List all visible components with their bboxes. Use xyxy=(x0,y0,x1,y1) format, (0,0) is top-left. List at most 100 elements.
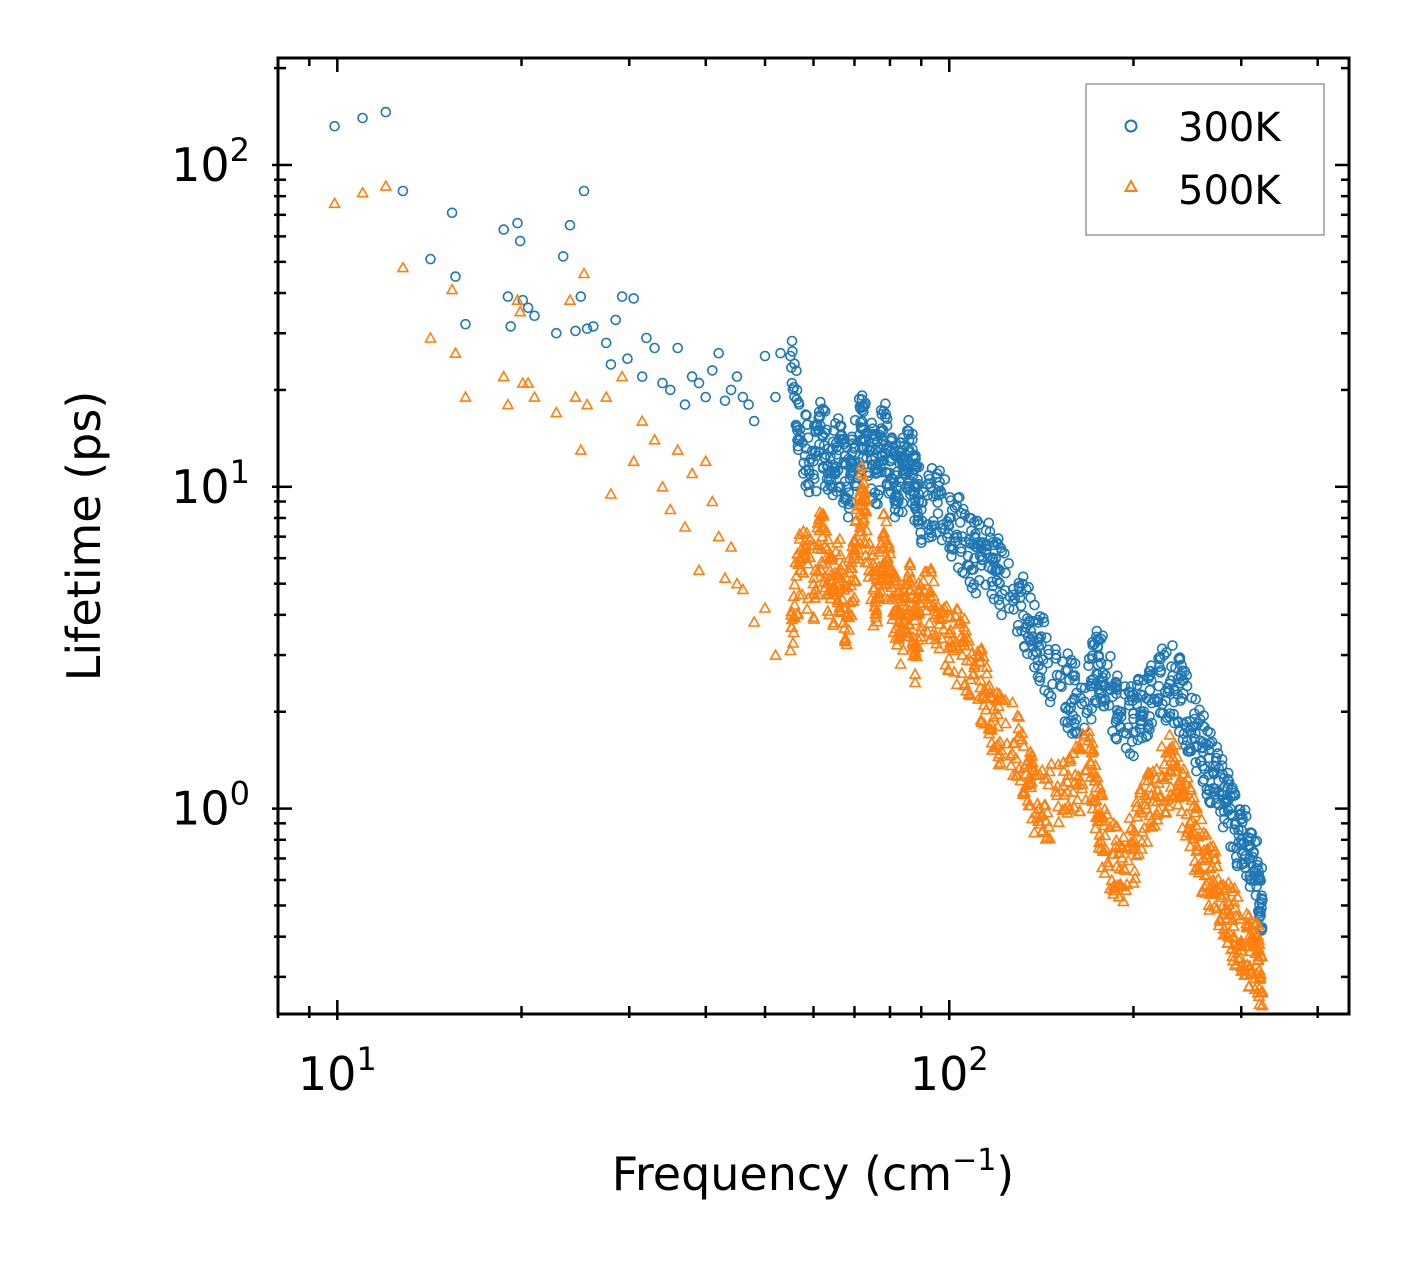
data-point-500k xyxy=(872,545,886,557)
data-point-500k xyxy=(563,293,577,306)
data-point-300k xyxy=(810,485,822,497)
data-point-300k xyxy=(1250,890,1262,901)
data-point-300k xyxy=(800,465,811,476)
data-point-500k xyxy=(1085,791,1098,803)
data-point-500k xyxy=(521,376,535,388)
data-point-300k xyxy=(1131,698,1143,710)
data-point-500k xyxy=(954,613,967,626)
data-point-300k xyxy=(922,519,934,530)
data-point-500k xyxy=(1190,839,1204,851)
data-point-500k xyxy=(923,616,936,629)
data-point-500k xyxy=(1185,813,1199,826)
data-point-500k xyxy=(1253,972,1267,984)
legend-label-300k: 300K xyxy=(1178,105,1282,151)
data-point-500k xyxy=(1027,826,1041,838)
data-point-500k xyxy=(1127,833,1141,845)
data-point-500k xyxy=(994,693,1008,706)
data-point-500k xyxy=(1035,807,1049,820)
data-point-300k xyxy=(1182,745,1193,757)
data-point-300k xyxy=(1198,774,1210,785)
data-point-500k xyxy=(926,627,939,640)
data-point-500k xyxy=(950,677,964,690)
data-point-500k xyxy=(1139,797,1152,810)
data-point-300k xyxy=(850,477,861,489)
data-point-500k xyxy=(833,548,847,560)
data-point-500k xyxy=(1106,847,1119,859)
data-point-300k xyxy=(917,497,928,508)
data-point-300k xyxy=(939,474,951,485)
data-point-300k xyxy=(994,564,1006,576)
data-point-500k xyxy=(1012,729,1025,742)
data-point-500k xyxy=(1128,871,1142,883)
data-point-500k xyxy=(1080,763,1094,775)
data-point-500k xyxy=(580,397,594,410)
data-point-500k xyxy=(1165,740,1179,752)
data-point-300k xyxy=(797,437,808,448)
data-point-500k xyxy=(833,569,846,581)
data-point-500k xyxy=(927,574,941,587)
data-point-300k xyxy=(522,302,534,314)
data-point-300k xyxy=(786,335,798,347)
data-point-500k xyxy=(1098,866,1112,878)
data-point-300k xyxy=(910,500,922,511)
data-point-500k xyxy=(1004,758,1018,771)
data-point-300k xyxy=(587,321,599,332)
data-point-500k xyxy=(1115,851,1129,863)
data-point-300k xyxy=(1167,640,1178,651)
data-point-500k xyxy=(1155,739,1169,752)
data-point-300k xyxy=(819,406,831,417)
data-point-300k xyxy=(1045,690,1057,702)
legend-marker-500k xyxy=(1123,178,1139,192)
data-point-500k xyxy=(1057,764,1071,776)
data-point-500k xyxy=(1028,763,1041,775)
data-point-500k xyxy=(1168,764,1182,776)
data-point-500k xyxy=(845,608,858,621)
data-point-500k xyxy=(1232,908,1246,921)
data-point-500k xyxy=(1024,798,1037,811)
data-point-500k xyxy=(797,566,810,578)
y-axis-label: Lifetime (ps) xyxy=(57,391,111,682)
data-point-500k xyxy=(549,405,563,418)
data-point-500k xyxy=(851,543,865,555)
data-point-500k xyxy=(791,606,805,619)
data-point-300k xyxy=(1155,665,1167,676)
data-point-300k xyxy=(944,542,955,554)
data-point-300k xyxy=(954,517,966,528)
data-point-300k xyxy=(888,445,900,457)
data-point-300k xyxy=(1177,734,1189,746)
data-point-300k xyxy=(999,585,1011,596)
data-point-500k xyxy=(931,605,945,617)
data-point-500k xyxy=(1195,812,1208,825)
data-point-500k xyxy=(944,623,957,635)
data-point-500k xyxy=(1017,739,1031,751)
data-point-300k xyxy=(1013,582,1025,594)
data-point-300k xyxy=(1136,732,1148,744)
data-point-500k xyxy=(784,643,797,656)
data-point-300k xyxy=(797,468,809,479)
data-point-300k xyxy=(932,480,944,492)
data-point-500k xyxy=(815,529,829,542)
data-point-300k xyxy=(1256,893,1267,904)
data-point-300k xyxy=(329,120,340,132)
data-point-500k xyxy=(903,556,917,568)
data-point-500k xyxy=(328,196,341,209)
data-point-300k xyxy=(725,384,737,396)
data-point-500k xyxy=(1133,782,1147,795)
data-point-500k xyxy=(1235,943,1248,956)
data-point-500k xyxy=(1217,883,1230,895)
data-point-500k xyxy=(1039,832,1053,844)
data-point-300k xyxy=(1254,898,1265,910)
data-point-300k xyxy=(1066,697,1077,708)
data-point-300k xyxy=(636,371,648,382)
data-point-300k xyxy=(564,219,576,231)
data-point-500k xyxy=(987,710,1001,722)
data-point-500k xyxy=(912,602,925,614)
data-point-500k xyxy=(911,640,925,653)
data-point-300k xyxy=(893,506,904,518)
data-point-500k xyxy=(1063,754,1077,767)
data-point-300k xyxy=(397,185,409,197)
data-point-500k xyxy=(788,598,801,610)
data-point-300k xyxy=(1043,644,1054,656)
data-point-500k xyxy=(920,596,934,608)
